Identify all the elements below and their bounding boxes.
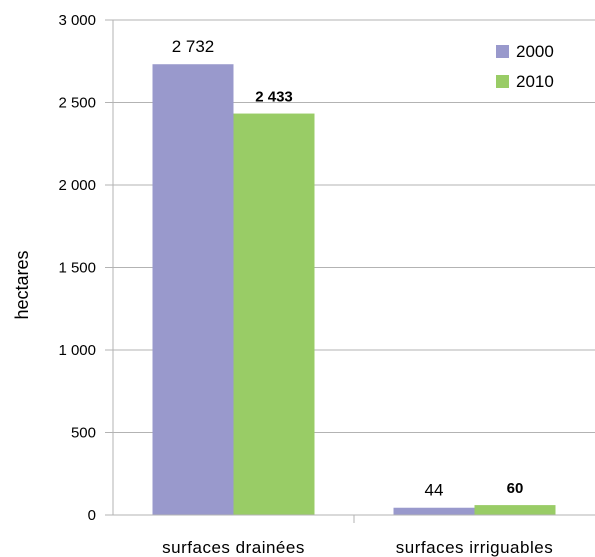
y-tick-label: 0 bbox=[88, 507, 96, 524]
data-label: 2 732 bbox=[172, 37, 215, 56]
category-labels: surfaces drainées surfaces irriguables bbox=[162, 538, 553, 557]
bars bbox=[152, 64, 556, 516]
legend: 2000 2010 bbox=[496, 42, 554, 91]
legend-swatch bbox=[496, 75, 509, 88]
y-axis-title: hectares bbox=[12, 250, 32, 319]
data-labels: 2 732 2 433 44 60 bbox=[172, 37, 524, 500]
axes bbox=[112, 20, 595, 523]
data-label: 2 433 bbox=[255, 89, 293, 106]
bar-2000 bbox=[393, 507, 475, 515]
legend-swatch bbox=[496, 45, 509, 58]
category-label: surfaces irriguables bbox=[396, 538, 553, 557]
bar-2010 bbox=[474, 505, 556, 515]
data-label: 60 bbox=[507, 480, 524, 497]
y-tick-label: 3 000 bbox=[58, 12, 96, 29]
y-tick-label: 1 500 bbox=[58, 260, 96, 277]
bar-2000 bbox=[152, 64, 234, 515]
legend-label: 2010 bbox=[516, 72, 554, 91]
legend-label: 2000 bbox=[516, 42, 554, 61]
y-tick-label: 1 000 bbox=[58, 342, 96, 359]
y-tick-labels: 0 500 1 000 1 500 2 000 2 500 3 000 bbox=[58, 12, 96, 524]
y-tick-label: 2 000 bbox=[58, 177, 96, 194]
category-label: surfaces drainées bbox=[162, 538, 305, 557]
data-label: 44 bbox=[425, 481, 444, 500]
y-tick-label: 500 bbox=[71, 425, 96, 442]
bar-2010 bbox=[233, 113, 315, 516]
y-tick-label: 2 500 bbox=[58, 95, 96, 112]
